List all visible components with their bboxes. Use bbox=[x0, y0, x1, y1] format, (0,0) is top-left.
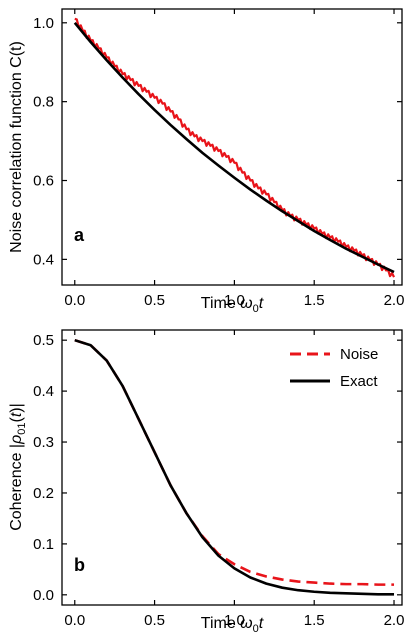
panel-a-series bbox=[73, 17, 396, 278]
x-tick-label: 0.5 bbox=[144, 612, 165, 629]
x-tick-label: 0.5 bbox=[144, 292, 165, 309]
legend-noise-label: Noise bbox=[340, 346, 378, 363]
panel-a-frame bbox=[61, 8, 403, 286]
x-tick-label: 0.0 bbox=[64, 292, 85, 309]
series-line bbox=[73, 21, 395, 274]
x-tick-label: 0.0 bbox=[64, 612, 85, 629]
series-line bbox=[74, 338, 395, 586]
panel-b-letter: b bbox=[74, 555, 85, 575]
panel-b-ylabel: Coherence |ρ01(t)| bbox=[8, 403, 28, 531]
y-tick-label: 0.0 bbox=[33, 587, 54, 604]
panel-a-xlabel: Time ω0t bbox=[201, 295, 264, 315]
panel-b-xlabel: Time ω0t bbox=[201, 615, 264, 635]
panel-a-xticks: 0.0 0.5 1.0 1.5 2.0 bbox=[64, 9, 404, 309]
x-tick-label: 1.5 bbox=[304, 292, 325, 309]
y-tick-label: 0.3 bbox=[33, 434, 54, 451]
y-tick-label: 0.5 bbox=[33, 332, 54, 349]
panel-a-ylabel: Noise correlation function C(t) bbox=[8, 41, 25, 253]
series-line bbox=[74, 338, 395, 596]
x-tick-label: 1.0 bbox=[224, 292, 245, 309]
series-line bbox=[74, 17, 396, 278]
panel-b-xticks: 0.0 0.5 1.0 1.5 2.0 bbox=[64, 330, 404, 629]
y-tick-label: 0.8 bbox=[33, 94, 54, 111]
panel-a: 0.0 0.5 1.0 1.5 2.0 0.40.60.81.0 a Time ω0t … bbox=[8, 8, 404, 315]
y-tick-label: 1.0 bbox=[33, 15, 54, 32]
x-tick-label: 2.0 bbox=[384, 612, 405, 629]
legend-exact-label: Exact bbox=[340, 373, 378, 390]
panel-b-frame bbox=[61, 329, 403, 606]
y-tick-label: 0.4 bbox=[33, 383, 54, 400]
y-tick-label: 0.6 bbox=[33, 173, 54, 190]
panel-b-legend: Noise Exact bbox=[290, 346, 378, 390]
panel-b-yticks: 0.0 0.1 0.2 0.3 0.4 0.5 bbox=[33, 332, 402, 604]
panel-a-yticks: 0.4 0.6 0.8 1.0 bbox=[33, 15, 402, 268]
panel-b-series bbox=[74, 338, 395, 596]
panel-b: 0.0 0.5 1.0 1.5 2.0 0.0 0.1 0.2 0.3 0.4 0.5 b Tim… bbox=[8, 329, 404, 635]
y-tick-label: 0.4 bbox=[33, 251, 54, 268]
y-tick-label: 0.2 bbox=[33, 485, 54, 502]
x-tick-label: 1.0 bbox=[224, 612, 245, 629]
panel-a-letter: a bbox=[74, 225, 85, 245]
x-tick-label: 2.0 bbox=[384, 292, 405, 309]
x-tick-label: 1.5 bbox=[304, 612, 325, 629]
y-tick-label: 0.1 bbox=[33, 536, 54, 553]
